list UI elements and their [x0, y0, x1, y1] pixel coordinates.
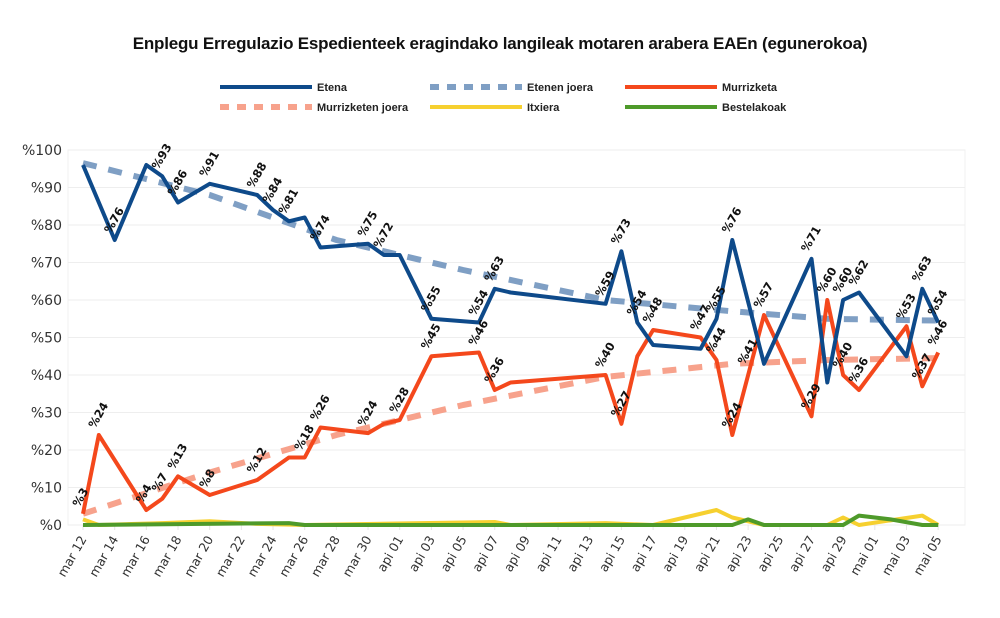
grid — [67, 149, 966, 526]
x-tick-label: mar 14 — [86, 533, 121, 579]
y-tick-label: %60 — [31, 293, 62, 309]
data-label-etena: %62 — [845, 257, 871, 288]
legend-item-murrizketen-joera: Murrizketen joera — [220, 102, 409, 114]
data-label-murrizketa: %24 — [355, 398, 381, 429]
series-line-etenen-joera — [82, 160, 939, 324]
data-label-etena: %54 — [925, 287, 951, 318]
data-label-murrizketa: %57 — [750, 280, 776, 311]
x-tick-label: mai 05 — [910, 533, 945, 578]
legend-item-bestelakoak: Bestelakoak — [625, 102, 787, 114]
legend: Etena Etenen joera Murrizketa Murrizketen j… — [220, 82, 787, 114]
y-tick-label: %80 — [31, 218, 62, 234]
x-tick-label: api 13 — [564, 533, 596, 574]
data-label-murrizketa: %40 — [592, 340, 618, 371]
y-tick-label: %40 — [31, 368, 62, 384]
data-label-etena: %91 — [196, 148, 222, 179]
x-tick-label: api 27 — [786, 533, 818, 574]
series-lines — [81, 160, 941, 527]
x-tick-label: api 07 — [469, 533, 501, 574]
legend-label: Itxiera — [527, 102, 560, 114]
y-tick-label: %100 — [22, 143, 62, 159]
data-label-etena: %76 — [719, 205, 745, 236]
x-tick-label: api 01 — [374, 533, 406, 574]
x-tick-label: mar 18 — [149, 533, 184, 579]
x-tick-label: api 03 — [406, 533, 438, 574]
x-tick-label: mar 24 — [244, 533, 279, 579]
legend-label: Etena — [317, 82, 348, 94]
legend-label: Etenen joera — [527, 82, 594, 94]
x-tick-label: mai 01 — [847, 533, 882, 578]
x-tick-label: mar 30 — [339, 533, 374, 579]
x-tick-label: api 21 — [691, 533, 723, 574]
x-tick-label: mar 22 — [213, 533, 248, 579]
data-label-murrizketa: %36 — [481, 355, 507, 386]
y-tick-label: %0 — [40, 518, 62, 534]
data-label-murrizketa: %13 — [164, 441, 190, 472]
legend-label: Murrizketen joera — [317, 102, 409, 114]
x-tick-label: api 23 — [722, 533, 754, 574]
y-axis: %0 %10 %20 %30 %40 %50 %60 %70 %80 %90 %100 — [22, 143, 62, 534]
data-label-murrizketa: %26 — [307, 392, 333, 423]
x-tick-label: api 19 — [659, 533, 691, 574]
data-label-murrizketa: %12 — [244, 445, 270, 476]
x-tick-label: mar 26 — [276, 533, 311, 579]
y-tick-label: %30 — [31, 406, 62, 422]
data-label-etena: %71 — [798, 223, 824, 254]
data-label-etena: %55 — [418, 283, 444, 314]
x-tick-label: api 11 — [532, 533, 564, 574]
data-label-etena: %63 — [481, 253, 507, 284]
x-tick-label: api 09 — [501, 533, 533, 574]
data-label-murrizketa: %29 — [798, 381, 824, 412]
data-label-murrizketa: %24 — [85, 400, 111, 431]
legend-item-etenen-joera: Etenen joera — [430, 82, 594, 94]
y-tick-label: %20 — [31, 443, 62, 459]
x-tick-label: api 05 — [437, 533, 469, 574]
data-label-etena: %86 — [164, 167, 190, 198]
y-tick-label: %90 — [31, 181, 62, 197]
x-tick-label: api 29 — [817, 533, 849, 574]
x-tick-label: mar 16 — [118, 533, 153, 579]
legend-item-itxiera: Itxiera — [430, 102, 560, 114]
x-tick-label: mai 03 — [878, 533, 913, 578]
x-tick-label: api 15 — [596, 533, 628, 574]
series-line-murrizketa — [81, 298, 941, 515]
y-tick-label: %10 — [31, 481, 62, 497]
legend-label: Murrizketa — [722, 82, 778, 94]
chart-title: Enplegu Erregulazio Espedienteek eragind… — [132, 34, 868, 53]
data-label-murrizketa: %45 — [418, 321, 444, 352]
data-label-etena: %73 — [608, 216, 634, 247]
data-label-murrizketa: %44 — [703, 325, 729, 356]
legend-label: Bestelakoak — [722, 102, 787, 114]
legend-item-etena: Etena — [220, 82, 348, 94]
x-tick-label: mar 12 — [54, 533, 89, 579]
series-line-murrizketen-joera — [82, 355, 939, 517]
y-tick-label: %70 — [31, 256, 62, 272]
y-tick-label: %50 — [31, 331, 62, 347]
data-label-etena: %93 — [149, 141, 175, 172]
x-tick-label: api 17 — [627, 533, 659, 574]
data-label-etena: %74 — [307, 212, 333, 243]
data-label-etena: %63 — [909, 253, 935, 284]
legend-item-murrizketa: Murrizketa — [625, 82, 778, 94]
x-tick-label: mar 28 — [308, 533, 343, 579]
x-tick-label: api 25 — [754, 533, 786, 574]
x-tick-label: mar 20 — [181, 533, 216, 579]
